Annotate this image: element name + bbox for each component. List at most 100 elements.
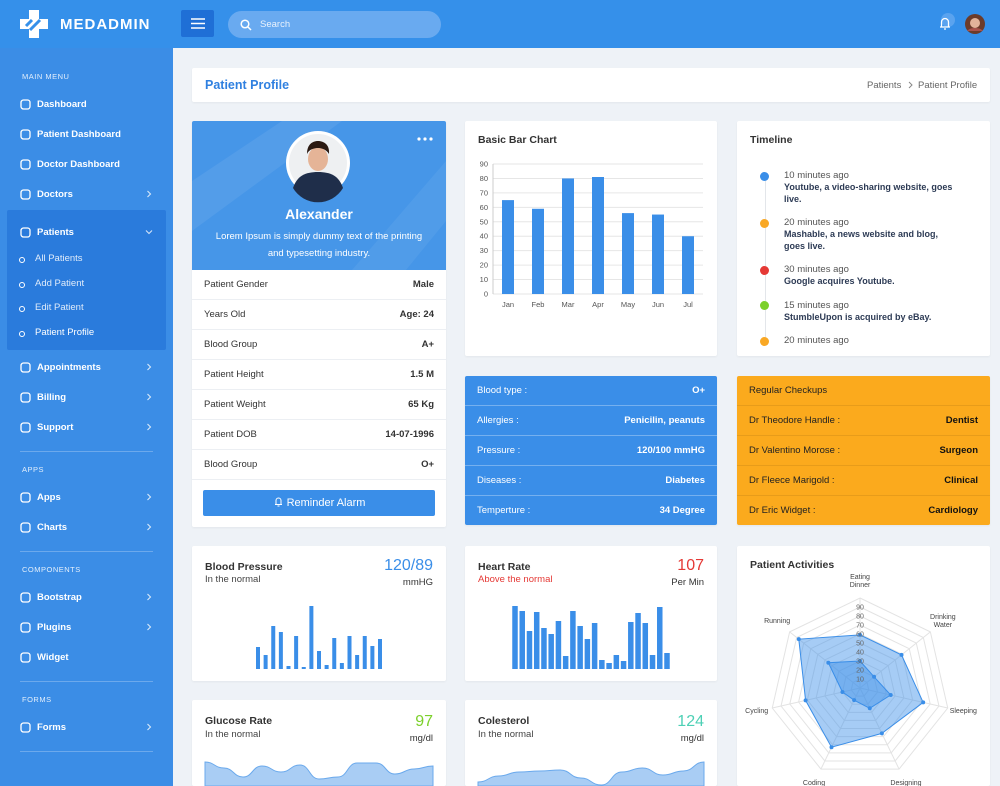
- breadcrumb-current: Patient Profile: [918, 80, 978, 91]
- spark-bar: [555, 621, 562, 669]
- menu-label: Support: [37, 421, 74, 433]
- section-title: MAIN MENU: [22, 72, 70, 81]
- menu-item[interactable]: Dashboard: [0, 89, 173, 119]
- chevron: [145, 230, 153, 235]
- vital-label: Temperture :: [477, 505, 531, 516]
- submenu-item[interactable]: Add Patient: [7, 272, 166, 297]
- y-tick-label: 10: [480, 275, 488, 284]
- breadcrumb-link[interactable]: Patients: [867, 80, 902, 91]
- chevron-shape: [147, 723, 152, 731]
- chart: [477, 761, 705, 786]
- reading-unit: Per Min: [671, 577, 704, 588]
- menu-item[interactable]: Doctors: [0, 179, 173, 209]
- menu-item[interactable]: Charts: [0, 512, 173, 542]
- notifications[interactable]: [934, 12, 956, 34]
- bar: [502, 200, 514, 294]
- vital-value: 120/100 mmHG: [636, 445, 705, 456]
- grid-line: [850, 678, 870, 697]
- vital-label: Blood type :: [477, 385, 528, 396]
- detail-label: Blood Group: [204, 459, 258, 470]
- divider: [20, 451, 153, 452]
- timeline-dot: [760, 301, 769, 310]
- card-subtitle: In the normal: [478, 729, 534, 740]
- chart: 10 20 30 40 50 60 70 80 90: [771, 597, 949, 770]
- icon-shape: [20, 361, 31, 373]
- breadcrumb-separator: [908, 81, 913, 89]
- menu-item[interactable]: Appointments: [0, 352, 173, 382]
- menu-item[interactable]: Apps: [0, 482, 173, 512]
- angle-line: [772, 687, 861, 709]
- search-box[interactable]: Search: [228, 11, 441, 38]
- menu-label: Bootstrap: [37, 591, 82, 603]
- menu-toggle[interactable]: [181, 10, 214, 37]
- spark-bar: [533, 612, 540, 669]
- menu-item[interactable]: Patient Dashboard: [0, 119, 173, 149]
- y-tick-label: 90: [480, 160, 488, 169]
- menu-item[interactable]: Billing: [0, 382, 173, 412]
- timeline-dot: [760, 336, 769, 346]
- brand: MEDADMIN: [60, 16, 151, 33]
- menu-item[interactable]: Forms: [0, 712, 173, 742]
- chevron: [147, 493, 152, 501]
- area: [477, 761, 705, 786]
- radar-area: [827, 660, 892, 709]
- menu-icon: [20, 158, 31, 170]
- bar: [592, 177, 604, 294]
- spark-bar: [570, 611, 576, 669]
- reminder-button[interactable]: Reminder Alarm: [203, 490, 435, 516]
- menu-label: Appointments: [37, 361, 101, 373]
- submenu-item[interactable]: Edit Patient: [7, 296, 166, 321]
- reading-unit: mmHG: [402, 577, 433, 588]
- icon-shape: [20, 128, 31, 140]
- chevron-shape: [147, 423, 152, 431]
- detail-row: Years Old Age: 24: [192, 300, 446, 330]
- section-title: APPS: [22, 465, 45, 474]
- menu-item[interactable]: Patients: [7, 217, 166, 247]
- checkup-row: Dr Valentino Morose : Surgeon: [737, 436, 990, 466]
- card-title: Heart Rate: [478, 561, 531, 573]
- radar-point: [826, 660, 831, 665]
- x-tick-label: Mar: [562, 300, 575, 309]
- grid-line: [789, 615, 931, 754]
- radar-point: [858, 659, 862, 663]
- user-avatar[interactable]: [964, 13, 986, 35]
- menu-item[interactable]: Support: [0, 412, 173, 442]
- spark-bar: [584, 639, 591, 669]
- detail-row: Blood Group A+: [192, 330, 446, 360]
- menu-label: Patients: [37, 226, 74, 238]
- menu-label: Patient Dashboard: [37, 128, 121, 140]
- detail-row: Blood Group O+: [192, 450, 446, 480]
- spark-bar: [332, 638, 337, 669]
- menu-item[interactable]: Widget: [0, 642, 173, 672]
- r-tick-label: 80: [856, 614, 864, 621]
- menu-icon: [20, 651, 31, 663]
- submenu-item[interactable]: All Patients: [7, 247, 166, 272]
- spark-bar: [548, 634, 554, 669]
- timeline-item: 20 minutes ago: [737, 335, 990, 347]
- menu-icon: [20, 128, 31, 140]
- x-tick-label: Jan: [502, 300, 514, 309]
- bar: [562, 178, 574, 294]
- checkup-row: Dr Theodore Handle : Dentist: [737, 406, 990, 436]
- area: [204, 761, 434, 786]
- card-title: Blood Pressure: [205, 561, 283, 573]
- card-subtitle: In the normal: [205, 574, 261, 585]
- reading-unit: mg/dl: [409, 733, 433, 744]
- menu-icon: [20, 188, 31, 200]
- r-tick-label: 60: [856, 632, 864, 639]
- radar-point: [796, 637, 801, 642]
- icon-shape: [20, 721, 31, 733]
- detail-value: 65 Kg: [408, 399, 434, 410]
- reading: 120/89: [384, 557, 433, 574]
- doctor-name: Dr Valentino Morose :: [749, 445, 841, 456]
- menu-item[interactable]: Bootstrap: [0, 582, 173, 612]
- chart: [204, 761, 434, 786]
- timeline-time: 10 minutes ago: [784, 170, 849, 181]
- spark-bar: [541, 628, 547, 669]
- menu-item[interactable]: Doctor Dashboard: [0, 149, 173, 179]
- timeline-item: 15 minutes ago StumbleUpon is acquired by…: [737, 300, 990, 324]
- x-tick-label: Jul: [683, 300, 693, 309]
- menu-item[interactable]: Plugins: [0, 612, 173, 642]
- submenu-item[interactable]: Patient Profile: [7, 321, 166, 346]
- angle-line: [859, 687, 900, 770]
